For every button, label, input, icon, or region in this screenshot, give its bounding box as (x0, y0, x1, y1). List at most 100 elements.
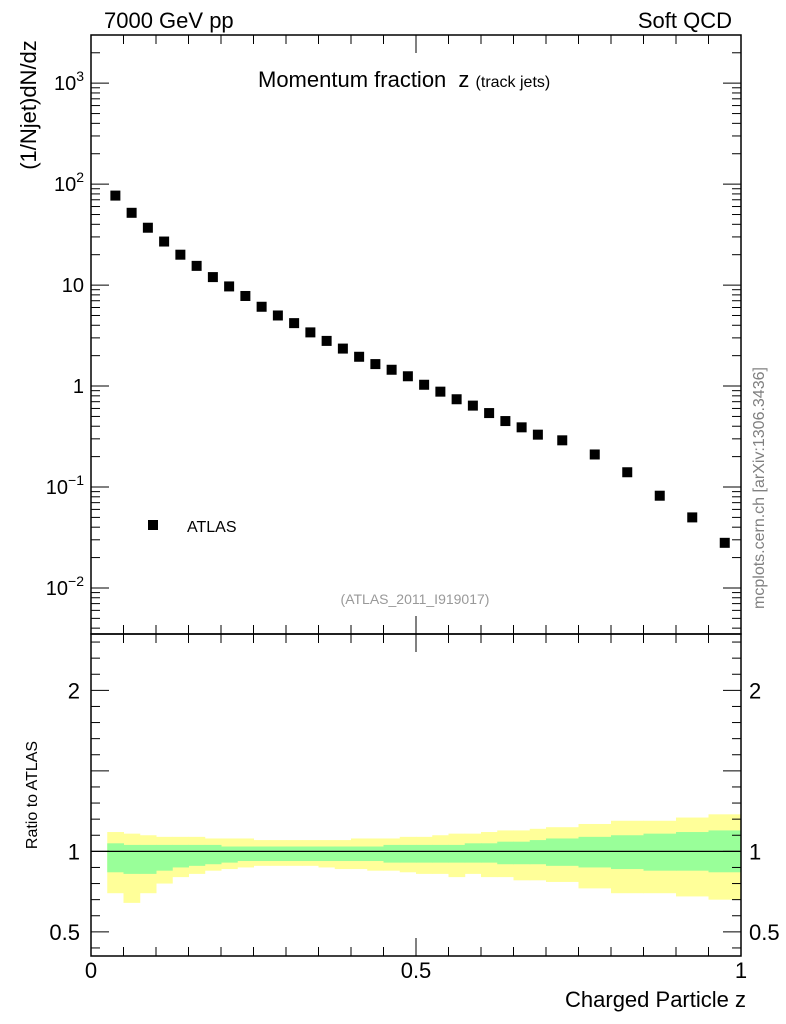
legend-marker (148, 520, 158, 530)
stat-band-bin (481, 843, 498, 863)
main-y-axis-label: (1/Njet)dN/dz (16, 40, 41, 170)
data-point (589, 449, 600, 460)
x-tick-label: 0 (85, 958, 97, 983)
data-point (159, 236, 170, 247)
data-point (337, 343, 348, 354)
stat-band-bin (123, 844, 141, 874)
stat-band-bin (318, 846, 336, 862)
stat-band-bin (448, 844, 466, 863)
data-point (354, 351, 365, 362)
main-points (110, 190, 730, 548)
analysis-tag: (ATLAS_2011_I919017) (341, 591, 490, 607)
y-tick-base: 10 (46, 477, 68, 499)
header-left-label: 7000 GeV pp (104, 8, 234, 33)
ratio-y-tick-label-left: 2 (68, 678, 80, 703)
data-point (321, 335, 332, 346)
main-title-text: Momentum fraction (258, 67, 446, 92)
main-y-tick-label: 10−1 (46, 472, 84, 499)
legend-label: ATLAS (187, 519, 237, 536)
data-point (370, 359, 381, 370)
x-tick-label: 1 (735, 958, 747, 983)
ratio-bands (91, 814, 742, 903)
ratio-y-axis-label: Ratio to ATLAS (24, 741, 41, 849)
ratio-y-tick-label-right: 0.5 (749, 920, 780, 945)
data-point (142, 222, 153, 233)
stat-band-bin (269, 846, 287, 862)
main-title-var: z (458, 67, 469, 92)
ratio-y-tick-label-right: 2 (749, 678, 761, 703)
stat-band-bin (513, 841, 531, 865)
stat-band-bin (253, 846, 271, 862)
main-title-sub: (track jets) (476, 74, 551, 91)
axis-ticks (90, 34, 742, 956)
y-tick-exponent: 2 (76, 169, 84, 185)
ratio-y-tick-label-right: 1 (749, 839, 761, 864)
y-tick-base: 10 (54, 174, 76, 196)
stat-band-bin (302, 846, 319, 862)
data-point (419, 379, 430, 390)
main-plot-frame (90, 34, 742, 635)
data-point (557, 435, 568, 446)
stat-band-bin (367, 846, 384, 862)
stat-band-bin (139, 844, 157, 874)
main-y-tick-label: 1 (73, 376, 84, 398)
data-point (207, 272, 218, 283)
y-tick-base: 10 (46, 578, 68, 600)
main-y-tick-label: 102 (54, 169, 84, 196)
ratio-y-tick-label-left: 0.5 (49, 920, 80, 945)
stat-band-bin (643, 833, 677, 871)
data-point (191, 260, 202, 271)
y-tick-exponent: −1 (68, 472, 84, 488)
x-axis-title: Charged Particle z (565, 987, 746, 1012)
data-point (402, 371, 413, 382)
stat-band-bin (188, 844, 206, 866)
data-point (622, 467, 633, 478)
data-point (110, 190, 121, 201)
stat-band-bin (334, 846, 352, 862)
x-tick-label: 0.5 (401, 958, 432, 983)
data-point (256, 301, 267, 312)
main-title: Momentum fraction z (track jets) (258, 67, 550, 92)
data-point (532, 429, 543, 440)
data-point (272, 310, 283, 321)
main-y-tick-label: 103 (54, 68, 84, 95)
stat-band-bin (204, 844, 222, 865)
stat-band-bin (578, 836, 612, 868)
data-point (289, 318, 300, 329)
data-point (516, 422, 527, 433)
data-point (175, 249, 186, 260)
stat-band-bin (611, 835, 644, 870)
data-point (654, 490, 665, 501)
stat-band-bin (156, 844, 173, 871)
data-point (240, 290, 251, 301)
ratio-plot-frame (90, 633, 742, 957)
data-point (224, 281, 235, 292)
y-tick-exponent: −2 (68, 573, 84, 589)
data-point (484, 408, 495, 419)
stat-band-bin (383, 844, 401, 863)
ratio-y-tick-label-left: 1 (68, 839, 80, 864)
stat-band-bin (237, 846, 254, 862)
data-point (719, 537, 730, 548)
stat-band-bin (399, 844, 417, 863)
y-tick-base: 10 (54, 73, 76, 95)
watermark-text: mcplots.cern.ch [arXiv:1306.3436] (751, 367, 768, 609)
data-point (126, 207, 137, 218)
data-point (500, 416, 511, 427)
y-tick-exponent: 3 (76, 68, 84, 84)
stat-band-bin (286, 846, 303, 862)
data-point (386, 364, 397, 375)
data-point (451, 394, 462, 405)
stat-band-bin (107, 843, 124, 873)
data-point (687, 512, 698, 523)
stat-band-bin (529, 840, 547, 865)
data-point (305, 327, 316, 338)
main-y-tick-label: 10−2 (46, 573, 84, 600)
main-y-tick-label: 10 (62, 275, 84, 297)
stat-band-bin (172, 844, 189, 868)
stat-band-bin (221, 846, 238, 863)
stat-band-bin (546, 838, 579, 866)
data-point (435, 386, 446, 397)
